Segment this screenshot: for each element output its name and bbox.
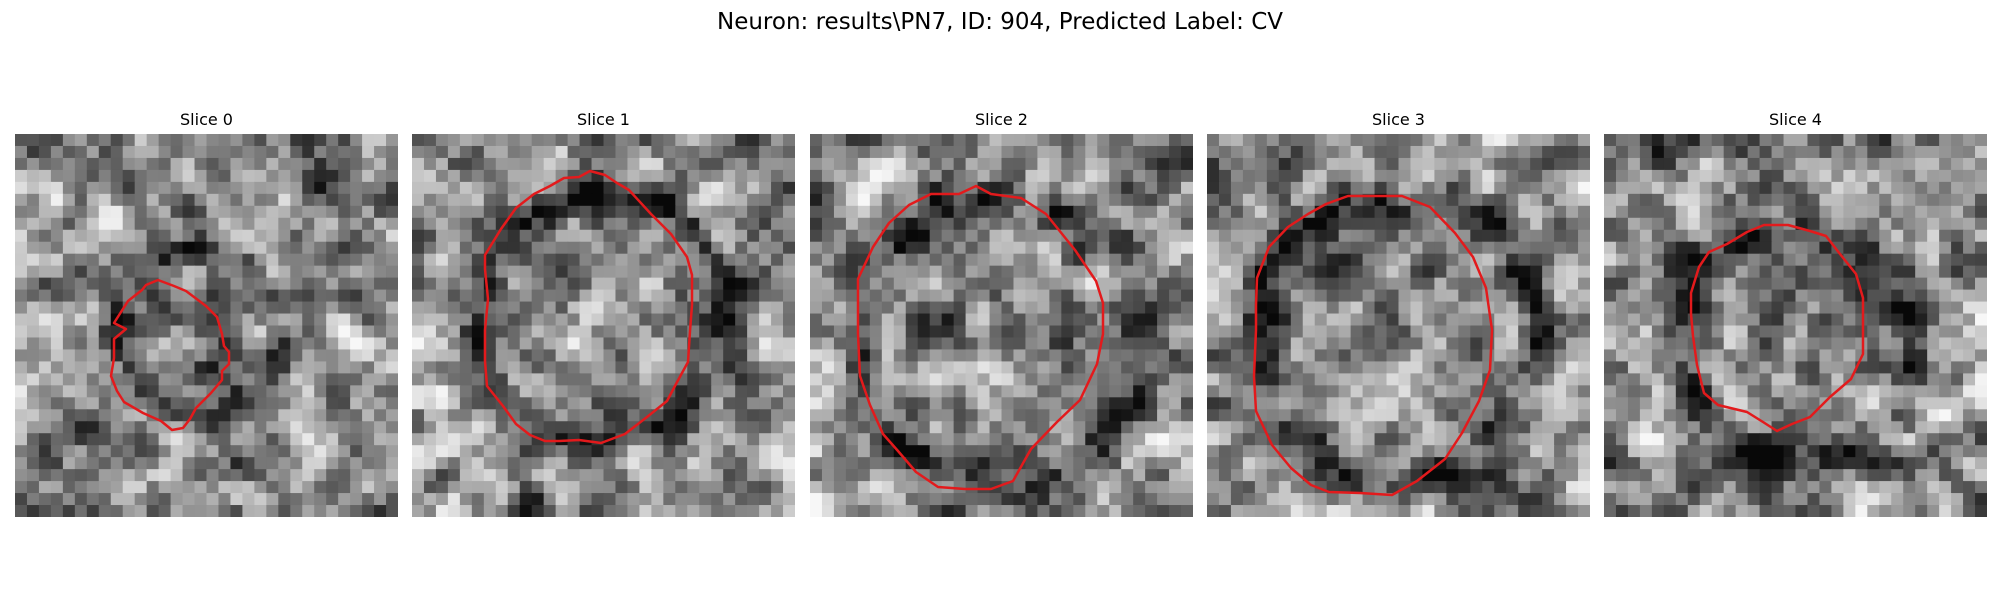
- grayscale-pixels: [1604, 134, 1987, 517]
- slice-title: Slice 2: [975, 110, 1028, 129]
- slice-image-1: [412, 134, 795, 517]
- slice-title: Slice 1: [577, 110, 630, 129]
- slice-image-3: [1207, 134, 1590, 517]
- figure-title: Neuron: results\PN7, ID: 904, Predicted …: [717, 9, 1283, 35]
- segmentation-contour: [1252, 194, 1494, 497]
- slice-title: Slice 3: [1372, 110, 1425, 129]
- grayscale-pixels: [412, 134, 795, 517]
- slice-title: Slice 0: [180, 110, 233, 129]
- segmentation-contour: [109, 278, 231, 432]
- grayscale-pixels: [810, 134, 1193, 517]
- grayscale-pixels: [15, 134, 398, 517]
- segmentation-contour: [856, 184, 1105, 491]
- slice-image-0: [15, 134, 398, 517]
- segmentation-contour: [483, 169, 694, 445]
- grayscale-pixels: [1207, 134, 1590, 517]
- segmentation-contour: [1689, 223, 1865, 433]
- slice-image-2: [810, 134, 1193, 517]
- slice-image-4: [1604, 134, 1987, 517]
- slice-title: Slice 4: [1769, 110, 1822, 129]
